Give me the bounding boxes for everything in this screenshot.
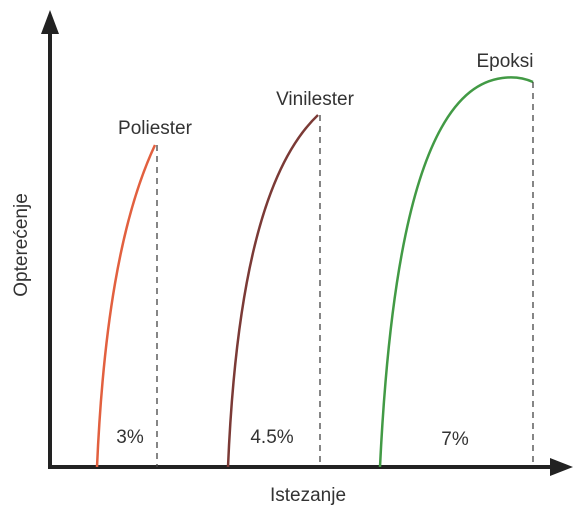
y-axis-arrow [41, 10, 59, 34]
elongation-label: 7% [441, 429, 469, 450]
epoksi-curve [378, 76, 534, 468]
poliester-curve [95, 144, 157, 468]
x-axis-arrow [550, 458, 573, 476]
elongation-label: 3% [116, 427, 144, 448]
x-axis-label: Istezanje [270, 485, 346, 506]
curve-label: Epoksi [476, 51, 533, 72]
vinilester-curve [226, 114, 319, 468]
curve-label: Vinilester [276, 89, 354, 110]
y-axis-label: Opterećenje [11, 193, 32, 297]
curve-label: Poliester [118, 118, 193, 139]
elongation-label: 4.5% [250, 427, 293, 448]
